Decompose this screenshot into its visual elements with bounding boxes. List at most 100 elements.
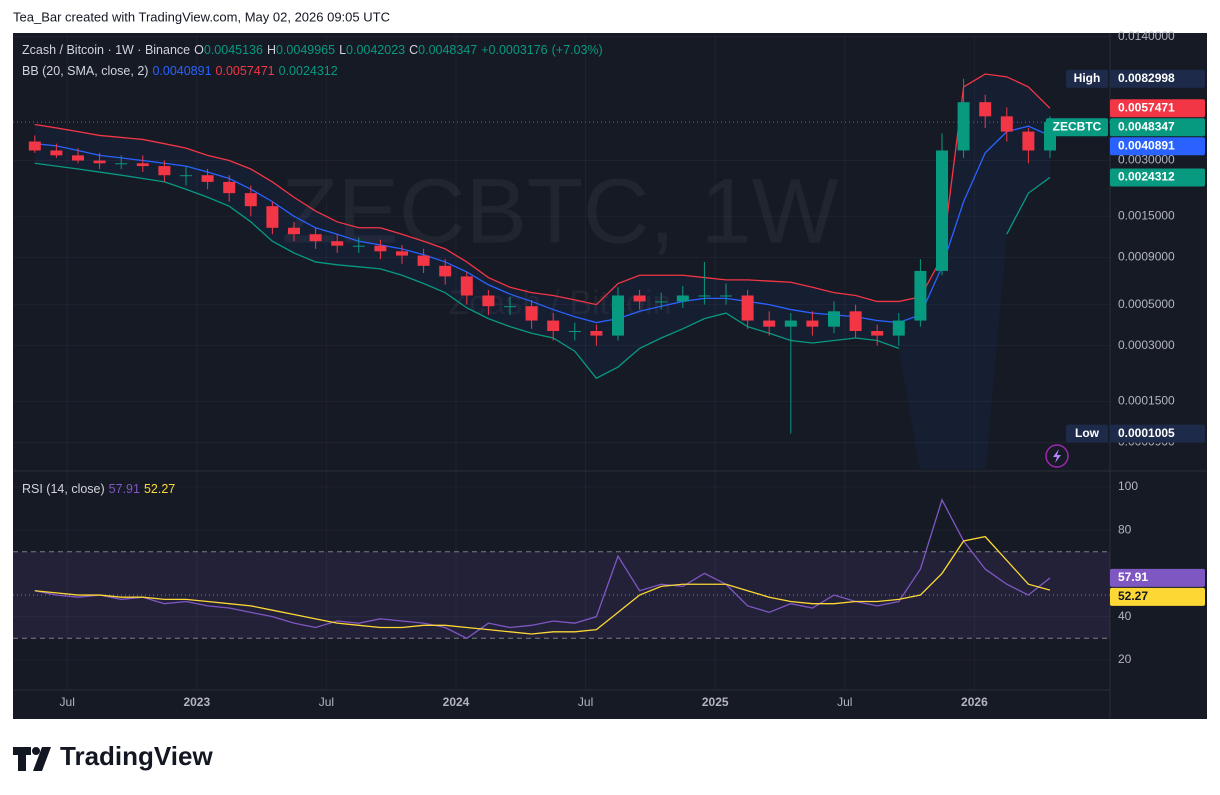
legend-key: L	[339, 43, 347, 57]
candle-body	[784, 320, 797, 327]
candle-body	[676, 295, 689, 302]
x-tick-label: 2023	[183, 695, 210, 709]
candle-body	[568, 331, 581, 333]
y-tick-label: 100	[1118, 479, 1138, 493]
axis-tag	[1110, 69, 1205, 88]
candle-body	[828, 311, 840, 327]
price-legend: Zcash / Bitcoin · 1W · Binance O0.0045136…	[22, 43, 607, 57]
x-tick-label: 2026	[961, 695, 988, 709]
rsi-legend: RSI (14, close) 57.91 52.27	[22, 482, 179, 496]
x-tick-label: Jul	[578, 695, 593, 709]
y-tick-label: 0.0009000	[1118, 250, 1175, 264]
band-fill	[34, 74, 1050, 469]
watermark: ZECBTC, 1W	[281, 160, 838, 262]
candle-body	[266, 206, 279, 228]
legend-change: +0.0003176	[481, 43, 548, 57]
axis-tag-name: High	[1074, 71, 1101, 85]
axis-tag-name-box	[1046, 118, 1108, 137]
candle-body	[720, 295, 732, 297]
rsi-line	[34, 498, 1051, 640]
x-tick-label: Jul	[837, 695, 852, 709]
candle-body	[72, 155, 84, 161]
candle-body	[612, 295, 624, 336]
candle-body	[352, 245, 365, 247]
y-tick-label: 0.0001500	[1118, 394, 1175, 408]
axis-tag-label: 0.0040891	[1118, 138, 1175, 152]
y-tick-label: 0.0003000	[1118, 338, 1175, 352]
candle-body	[93, 160, 106, 164]
axis-tag-label: 0.0048347	[1118, 119, 1175, 133]
candle-body	[460, 276, 473, 296]
candle-body	[180, 175, 192, 177]
candle-body	[244, 193, 257, 207]
candle-body	[590, 331, 603, 336]
legend-key: O	[194, 43, 204, 57]
candle-body	[482, 295, 495, 307]
candle-body	[201, 175, 214, 182]
candle-body	[936, 150, 948, 271]
legend-value: 0.0024312	[278, 64, 338, 78]
x-tick-label: 2025	[702, 695, 729, 709]
legend-change-pct: (+7.03%)	[551, 43, 603, 57]
rsi-line	[34, 535, 1051, 635]
legend-key: H	[266, 43, 276, 57]
legend-indicator: RSI (14, close)	[22, 482, 105, 496]
axis-tag-label: 0.0082998	[1118, 71, 1175, 85]
candle-body	[28, 141, 41, 151]
candle-body	[1000, 116, 1013, 132]
candle-body	[914, 270, 927, 321]
axis-tag	[1110, 168, 1205, 187]
axis-tag	[1110, 137, 1205, 156]
candle-body	[849, 311, 862, 332]
axis-tag	[1110, 99, 1205, 118]
y-tick-label: 0.0005000	[1118, 297, 1175, 311]
candle-body	[331, 241, 344, 246]
candle-body	[439, 265, 452, 277]
candle-body	[417, 255, 430, 266]
legend-value: 0.0049965	[275, 43, 336, 57]
axis-tag-name-box	[1066, 424, 1108, 443]
candle-body	[288, 227, 300, 235]
y-tick-label: 0.0140000	[1118, 29, 1175, 43]
axis-tag-label: 0.0001005	[1118, 426, 1175, 440]
candle-body	[957, 102, 970, 151]
candle-body	[50, 150, 63, 156]
axis-tag-name: Low	[1075, 426, 1100, 440]
bb-line	[34, 73, 1051, 306]
legend-value: 0.0045136	[203, 43, 263, 57]
candle-body	[136, 163, 149, 167]
legend-value: 57.91	[108, 482, 140, 496]
axis-tag	[1110, 118, 1205, 137]
axis-tag-label: 0.0057471	[1118, 100, 1175, 114]
legend-value: 0.0048347	[418, 43, 478, 57]
legend-value: 0.0042023	[346, 43, 406, 57]
x-tick-label: Jul	[319, 695, 334, 709]
x-tick-label: 2024	[443, 695, 470, 709]
candle-body	[374, 245, 387, 252]
candle-body	[504, 306, 516, 308]
axis-tag-label: 57.91	[1118, 570, 1148, 584]
candle-body	[892, 320, 905, 336]
y-tick-label: 80	[1118, 522, 1132, 536]
axis-tag-name-box	[1066, 69, 1108, 88]
chart-background	[13, 33, 1207, 719]
legend-value: 0.0040891	[152, 64, 212, 78]
legend-key: C	[409, 43, 419, 57]
axis-tag	[1110, 424, 1205, 443]
y-tick-label: 20	[1118, 652, 1132, 666]
candle-body	[309, 234, 322, 242]
y-tick-label: 40	[1118, 609, 1132, 623]
candle-body	[871, 331, 884, 336]
candle-body	[806, 320, 819, 327]
axis-tag	[1110, 587, 1205, 606]
bb-legend: BB (20, SMA, close, 2) 0.0040891 0.0057471…	[22, 64, 342, 78]
legend-symbol: Zcash / Bitcoin · 1W · Binance	[22, 43, 191, 57]
candle-body	[633, 295, 646, 302]
candle-body	[396, 251, 408, 256]
candle-body	[547, 320, 560, 332]
bb-line	[34, 162, 1051, 380]
candle-body	[115, 163, 128, 165]
alert-icon	[1045, 444, 1069, 468]
